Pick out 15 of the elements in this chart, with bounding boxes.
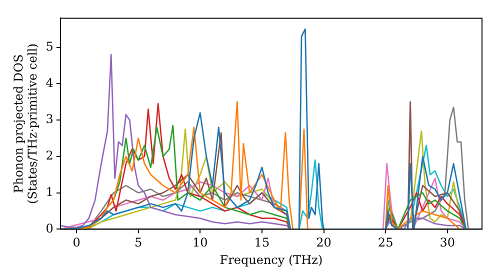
y-tick-label: 1 [46,184,54,199]
y-axis-title: Phonon projected DOS (States/THz·primitive cell) [11,43,40,204]
x-tick-label: 5 [134,236,142,250]
y-tick-label: 4 [46,76,54,90]
x-tick-label: 30 [440,236,456,250]
x-tick-label: 20 [316,236,332,250]
x-tick-label: 25 [378,236,394,250]
y-tick-label: 5 [46,39,54,54]
y-tick-label: 0 [46,221,54,236]
x-tick-label: 15 [254,236,270,250]
y-tick-label: 3 [46,112,54,126]
x-tick-label: 10 [192,236,208,250]
x-tick-label: 0 [72,236,80,250]
x-axis-title: Frequency (THz) [220,252,323,267]
y-tick-label: 2 [46,148,54,163]
